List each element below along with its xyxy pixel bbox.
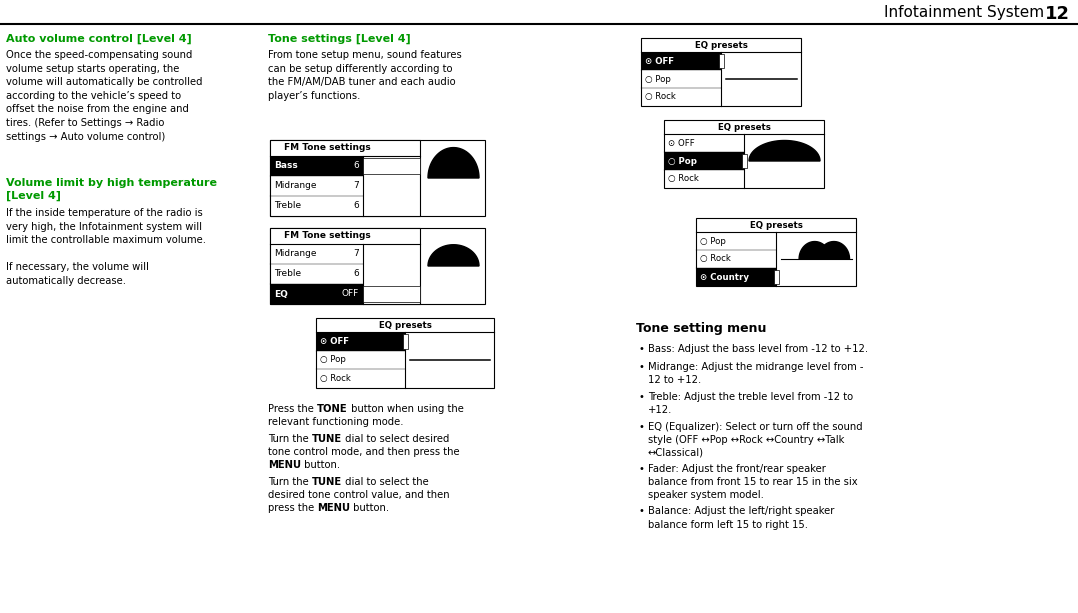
Polygon shape: [818, 242, 849, 259]
Polygon shape: [749, 140, 820, 161]
Text: Balance: Adjust the left/right speaker
balance form left 15 to right 15.: Balance: Adjust the left/right speaker b…: [648, 506, 834, 530]
Text: •: •: [638, 344, 644, 354]
Bar: [270, 156, 363, 176]
Text: Treble: Treble: [274, 270, 301, 278]
Text: Bass: Bass: [274, 161, 298, 170]
Text: 6: 6: [354, 161, 359, 170]
Bar: [641, 38, 801, 106]
Text: ⊙ OFF: ⊙ OFF: [320, 337, 349, 346]
Bar: [270, 228, 485, 304]
Text: ○ Rock: ○ Rock: [320, 374, 350, 383]
Text: Midrange: Adjust the midrange level from -
12 to +12.: Midrange: Adjust the midrange level from…: [648, 362, 863, 384]
Text: Tone settings [Level 4]: Tone settings [Level 4]: [268, 34, 411, 44]
Bar: [641, 52, 721, 70]
Text: relevant functioning mode.: relevant functioning mode.: [268, 417, 403, 427]
Bar: [742, 154, 747, 168]
Text: dial to select the: dial to select the: [342, 477, 429, 487]
Text: MENU: MENU: [268, 460, 301, 470]
Bar: [696, 268, 776, 286]
Text: ○ Pop: ○ Pop: [700, 237, 725, 245]
Text: 6: 6: [354, 270, 359, 278]
Text: Once the speed-compensating sound
volume setup starts operating, the
volume will: Once the speed-compensating sound volume…: [6, 50, 203, 142]
Bar: [270, 284, 363, 304]
Polygon shape: [799, 242, 830, 259]
Text: button when using the: button when using the: [347, 404, 464, 414]
Text: Fader: Adjust the front/rear speaker
balance from front 15 to rear 15 in the six: Fader: Adjust the front/rear speaker bal…: [648, 464, 858, 500]
Text: EQ presets: EQ presets: [749, 221, 802, 229]
Text: TUNE: TUNE: [312, 434, 342, 444]
Text: button.: button.: [301, 460, 341, 470]
Bar: [270, 140, 420, 216]
Text: •: •: [638, 422, 644, 432]
Text: EQ presets: EQ presets: [694, 40, 747, 50]
Text: Auto volume control [Level 4]: Auto volume control [Level 4]: [6, 34, 192, 44]
Text: Infotainment System: Infotainment System: [884, 5, 1044, 20]
Text: Turn the: Turn the: [268, 477, 312, 487]
Text: Midrange: Midrange: [274, 181, 317, 191]
Text: desired tone control value, and then: desired tone control value, and then: [268, 490, 450, 500]
Text: TUNE: TUNE: [312, 477, 342, 487]
Bar: [664, 120, 824, 188]
Text: 7: 7: [354, 249, 359, 259]
Text: ○ Rock: ○ Rock: [668, 175, 699, 183]
Text: 12: 12: [1045, 5, 1070, 23]
Text: dial to select desired: dial to select desired: [342, 434, 450, 444]
Text: Volume limit by high temperature
[Level 4]: Volume limit by high temperature [Level …: [6, 178, 217, 200]
Text: Treble: Treble: [274, 202, 301, 210]
Bar: [403, 334, 407, 349]
Text: •: •: [638, 506, 644, 517]
Bar: [363, 158, 420, 173]
Text: FM Tone settings: FM Tone settings: [284, 232, 371, 240]
Text: press the: press the: [268, 503, 317, 513]
Text: ⊙ Country: ⊙ Country: [700, 273, 749, 281]
Bar: [316, 332, 405, 351]
Text: Turn the: Turn the: [268, 434, 312, 444]
Polygon shape: [428, 245, 479, 266]
Bar: [316, 318, 494, 388]
Bar: [363, 286, 420, 302]
Bar: [270, 228, 420, 304]
Text: ⊙ OFF: ⊙ OFF: [645, 56, 674, 66]
Text: button.: button.: [350, 503, 389, 513]
Text: •: •: [638, 392, 644, 402]
Text: tone control mode, and then press the: tone control mode, and then press the: [268, 447, 459, 457]
Text: EQ presets: EQ presets: [378, 321, 431, 330]
Text: If the inside temperature of the radio is
very high, the Infotainment system wil: If the inside temperature of the radio i…: [6, 208, 206, 286]
Bar: [719, 54, 724, 68]
Text: EQ: EQ: [274, 289, 288, 299]
Text: ○ Pop: ○ Pop: [320, 356, 346, 365]
Text: ○ Rock: ○ Rock: [700, 254, 731, 264]
Text: From tone setup menu, sound features
can be setup differently according to
the F: From tone setup menu, sound features can…: [268, 50, 461, 101]
Text: ○ Pop: ○ Pop: [645, 75, 671, 83]
Text: Treble: Adjust the treble level from -12 to
+12.: Treble: Adjust the treble level from -12…: [648, 392, 853, 414]
Bar: [664, 152, 744, 170]
Bar: [696, 218, 856, 286]
Text: OFF: OFF: [342, 289, 359, 299]
Text: Bass: Adjust the bass level from -12 to +12.: Bass: Adjust the bass level from -12 to …: [648, 344, 868, 354]
Text: ○ Pop: ○ Pop: [668, 156, 697, 166]
Text: Midrange: Midrange: [274, 249, 317, 259]
Text: ⊙ OFF: ⊙ OFF: [668, 139, 694, 148]
Text: Press the: Press the: [268, 404, 317, 414]
Text: •: •: [638, 464, 644, 474]
Text: FM Tone settings: FM Tone settings: [284, 143, 371, 153]
Text: MENU: MENU: [317, 503, 350, 513]
Text: 6: 6: [354, 202, 359, 210]
Bar: [774, 270, 779, 284]
Text: TONE: TONE: [317, 404, 347, 414]
Bar: [270, 140, 485, 216]
Text: EQ (Equalizer): Select or turn off the sound
style (OFF ↔Pop ↔Rock ↔Country ↔Tal: EQ (Equalizer): Select or turn off the s…: [648, 422, 862, 457]
Text: ○ Rock: ○ Rock: [645, 93, 676, 102]
Text: •: •: [638, 362, 644, 371]
Text: EQ presets: EQ presets: [718, 123, 771, 132]
Text: 7: 7: [354, 181, 359, 191]
Polygon shape: [428, 148, 479, 178]
Text: Tone setting menu: Tone setting menu: [636, 322, 766, 335]
